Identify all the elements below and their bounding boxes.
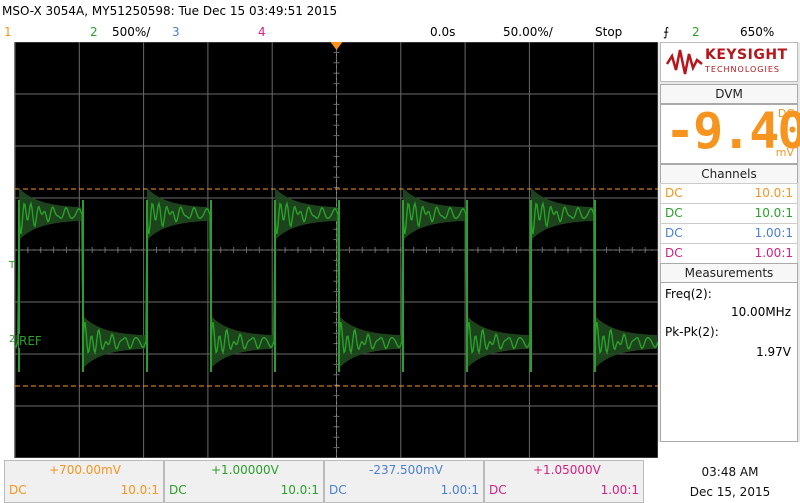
trigger-edge-icon: ⨍ bbox=[663, 25, 670, 39]
ch2-coupling: DC bbox=[169, 483, 187, 497]
logo-subtitle: TECHNOLOGIES bbox=[705, 65, 780, 74]
pkpk-value: 1.97V bbox=[756, 345, 791, 359]
ch3-indicator[interactable]: 3 bbox=[172, 25, 180, 39]
channel-coupling: DC bbox=[665, 226, 683, 240]
ch2-offset: +1.00000V bbox=[211, 463, 279, 477]
waveform-display[interactable]: T REF 2 bbox=[9, 42, 658, 458]
ch1-ratio: 10.0:1 bbox=[120, 483, 159, 497]
measurements-panel: Freq(2): 10.00MHz Pk-Pk(2): 1.97V bbox=[660, 282, 798, 442]
ch4-ratio: 1.00:1 bbox=[600, 483, 639, 497]
dvm-readout: DC -9.40 mV bbox=[660, 102, 800, 164]
pkpk-label: Pk-Pk(2): bbox=[665, 325, 719, 339]
time-offset[interactable]: 0.0s bbox=[430, 25, 456, 39]
dvm-header[interactable]: DVM bbox=[660, 84, 798, 104]
channel-row-3[interactable]: DC 1.00:1 bbox=[660, 223, 798, 244]
channel-coupling: DC bbox=[665, 186, 683, 200]
ch2-summary-box[interactable]: +1.00000V DC 10.0:1 bbox=[164, 460, 324, 503]
window-title: MSO-X 3054A, MY51250598: Tue Dec 15 03:4… bbox=[2, 4, 338, 18]
trigger-position-marker bbox=[330, 42, 343, 50]
ch4-coupling: DC bbox=[489, 483, 507, 497]
ref-marker: REF bbox=[19, 334, 42, 348]
ch3-coupling: DC bbox=[329, 483, 347, 497]
ch1-offset: +700.00mV bbox=[49, 463, 121, 477]
ch2-trace bbox=[15, 201, 658, 355]
ch3-summary-box[interactable]: -237.500mV DC 1.00:1 bbox=[324, 460, 484, 503]
right-sidebar: KEYSIGHT TECHNOLOGIES DVM DC -9.40 mV Ch… bbox=[658, 42, 800, 442]
logo-name: KEYSIGHT bbox=[705, 47, 788, 63]
channel-ratio: 10.0:1 bbox=[754, 206, 793, 220]
channel-coupling: DC bbox=[665, 206, 683, 220]
trigger-level[interactable]: 650% bbox=[740, 25, 775, 39]
channel-ratio: 10.0:1 bbox=[754, 186, 793, 200]
ch1-coupling: DC bbox=[9, 483, 27, 497]
ch1-indicator[interactable]: 1 bbox=[4, 25, 12, 39]
channel-ratio: 1.00:1 bbox=[754, 246, 793, 260]
ch3-offset: -237.500mV bbox=[369, 463, 443, 477]
clock: 03:48 AM Dec 15, 2015 bbox=[660, 462, 800, 502]
clock-time: 03:48 AM bbox=[701, 465, 759, 479]
trigger-marker: T bbox=[9, 260, 16, 271]
freq-label: Freq(2): bbox=[665, 287, 712, 301]
freq-value: 10.00MHz bbox=[730, 305, 791, 319]
ch2-indicator[interactable]: 2 bbox=[90, 25, 98, 39]
ch1-summary-box[interactable]: +700.00mV DC 10.0:1 bbox=[4, 460, 164, 503]
dvm-value: -9.40 bbox=[665, 102, 800, 160]
bottom-bar: +700.00mV DC 10.0:1 +1.00000V DC 10.0:1 … bbox=[0, 458, 800, 503]
channel-status-bar: 1 2 500%/ 3 4 0.0s 50.00%/ Stop ⨍ 2 650% bbox=[0, 22, 800, 42]
channel-row-1[interactable]: DC 10.0:1 bbox=[660, 183, 798, 204]
ch4-offset: +1.05000V bbox=[533, 463, 601, 477]
dvm-coupling: DC bbox=[777, 107, 794, 120]
time-scale[interactable]: 50.00%/ bbox=[503, 25, 553, 39]
trigger-source[interactable]: 2 bbox=[692, 25, 700, 39]
channels-header[interactable]: Channels bbox=[660, 164, 798, 184]
channel-row-2[interactable]: DC 10.0:1 bbox=[660, 203, 798, 224]
keysight-wave-icon bbox=[665, 49, 703, 75]
clock-date: Dec 15, 2015 bbox=[689, 485, 771, 499]
channel-row-4[interactable]: DC 1.00:1 bbox=[660, 243, 798, 264]
ch2-ratio: 10.0:1 bbox=[280, 483, 319, 497]
ch4-summary-box[interactable]: +1.05000V DC 1.00:1 bbox=[484, 460, 644, 503]
ch3-ratio: 1.00:1 bbox=[440, 483, 479, 497]
dvm-unit: mV bbox=[775, 146, 794, 159]
ch2-ground-marker: 2 bbox=[9, 334, 16, 345]
ch2-scale[interactable]: 500%/ bbox=[112, 25, 151, 39]
waveform-canvas bbox=[15, 42, 658, 458]
run-state[interactable]: Stop bbox=[595, 25, 623, 39]
keysight-logo: KEYSIGHT TECHNOLOGIES bbox=[660, 42, 798, 82]
ch4-indicator[interactable]: 4 bbox=[258, 25, 266, 39]
measurements-header[interactable]: Measurements bbox=[660, 263, 798, 283]
channel-coupling: DC bbox=[665, 246, 683, 260]
channel-ratio: 1.00:1 bbox=[754, 226, 793, 240]
